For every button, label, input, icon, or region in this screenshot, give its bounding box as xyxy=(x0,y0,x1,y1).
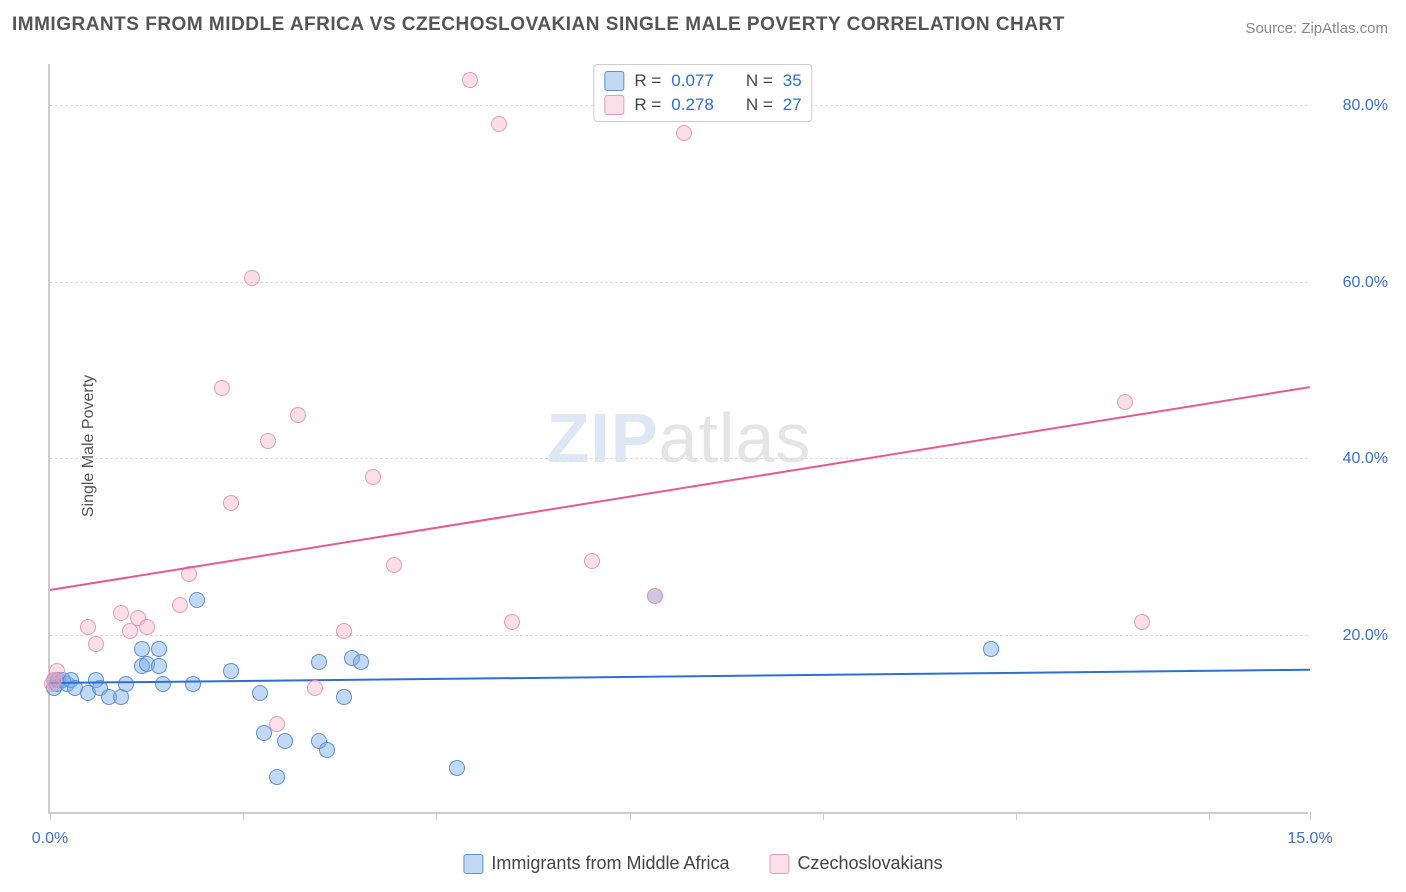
data-point xyxy=(365,469,381,485)
r-value-blue: 0.077 xyxy=(671,71,714,91)
data-point xyxy=(1134,614,1150,630)
r-value-pink: 0.278 xyxy=(671,95,714,115)
correlation-chart: IMMIGRANTS FROM MIDDLE AFRICA VS CZECHOS… xyxy=(0,0,1406,892)
swatch-blue-icon xyxy=(604,71,624,91)
data-point xyxy=(504,614,520,630)
data-point xyxy=(223,495,239,511)
data-point xyxy=(113,605,129,621)
swatch-pink-icon xyxy=(769,854,789,874)
data-point xyxy=(290,407,306,423)
x-tick xyxy=(50,812,51,820)
trend-line xyxy=(50,669,1310,684)
data-point xyxy=(49,663,65,679)
legend-stats: R = 0.077 N = 35 R = 0.278 N = 27 xyxy=(593,64,812,122)
data-point xyxy=(336,623,352,639)
data-point xyxy=(134,641,150,657)
data-point xyxy=(319,742,335,758)
x-tick xyxy=(1310,812,1311,820)
legend-item-pink: Czechoslovakians xyxy=(769,853,942,874)
watermark-atlas: atlas xyxy=(659,399,812,477)
data-point xyxy=(172,597,188,613)
data-point xyxy=(336,689,352,705)
data-point xyxy=(223,663,239,679)
chart-title: IMMIGRANTS FROM MIDDLE AFRICA VS CZECHOS… xyxy=(12,14,1065,36)
data-point xyxy=(277,733,293,749)
data-point xyxy=(386,557,402,573)
data-point xyxy=(244,270,260,286)
x-tick xyxy=(243,812,244,820)
data-point xyxy=(983,641,999,657)
x-tick xyxy=(1209,812,1210,820)
r-label: R = xyxy=(634,95,661,115)
data-point xyxy=(449,760,465,776)
legend-item-blue: Immigrants from Middle Africa xyxy=(463,853,729,874)
data-point xyxy=(307,680,323,696)
x-tick xyxy=(823,812,824,820)
legend-series: Immigrants from Middle Africa Czechoslov… xyxy=(463,853,942,874)
data-point xyxy=(151,658,167,674)
trend-line xyxy=(50,386,1310,591)
y-tick-label: 20.0% xyxy=(1343,627,1388,645)
n-label: N = xyxy=(746,71,773,91)
swatch-pink-icon xyxy=(604,95,624,115)
x-tick-label: 0.0% xyxy=(32,830,68,848)
data-point xyxy=(189,592,205,608)
x-tick xyxy=(1016,812,1017,820)
y-tick-label: 40.0% xyxy=(1343,450,1388,468)
data-point xyxy=(139,619,155,635)
data-point xyxy=(462,72,478,88)
data-point xyxy=(80,619,96,635)
data-point xyxy=(252,685,268,701)
x-tick xyxy=(436,812,437,820)
legend-row-blue: R = 0.077 N = 35 xyxy=(604,69,801,93)
plot-area: ZIPatlas 20.0%40.0%60.0%80.0%0.0%15.0% xyxy=(48,64,1308,814)
watermark: ZIPatlas xyxy=(547,398,812,478)
watermark-zip: ZIP xyxy=(547,399,659,477)
data-point xyxy=(311,654,327,670)
n-label: N = xyxy=(746,95,773,115)
data-point xyxy=(584,553,600,569)
x-tick-label: 15.0% xyxy=(1287,830,1332,848)
y-tick-label: 60.0% xyxy=(1343,274,1388,292)
data-point xyxy=(676,125,692,141)
r-label: R = xyxy=(634,71,661,91)
data-point xyxy=(1117,394,1133,410)
grid-line xyxy=(50,282,1308,283)
data-point xyxy=(269,716,285,732)
data-point xyxy=(88,636,104,652)
data-point xyxy=(491,116,507,132)
data-point xyxy=(185,676,201,692)
legend-row-pink: R = 0.278 N = 27 xyxy=(604,93,801,117)
source-label: Source: ZipAtlas.com xyxy=(1245,20,1388,37)
legend-label-blue: Immigrants from Middle Africa xyxy=(491,853,729,874)
data-point xyxy=(269,769,285,785)
x-tick xyxy=(630,812,631,820)
grid-line xyxy=(50,635,1308,636)
data-point xyxy=(260,433,276,449)
y-tick-label: 80.0% xyxy=(1343,97,1388,115)
data-point xyxy=(118,676,134,692)
legend-label-pink: Czechoslovakians xyxy=(797,853,942,874)
data-point xyxy=(151,641,167,657)
data-point xyxy=(155,676,171,692)
data-point xyxy=(647,588,663,604)
data-point xyxy=(353,654,369,670)
data-point xyxy=(214,380,230,396)
grid-line xyxy=(50,458,1308,459)
n-value-blue: 35 xyxy=(783,71,802,91)
n-value-pink: 27 xyxy=(783,95,802,115)
swatch-blue-icon xyxy=(463,854,483,874)
